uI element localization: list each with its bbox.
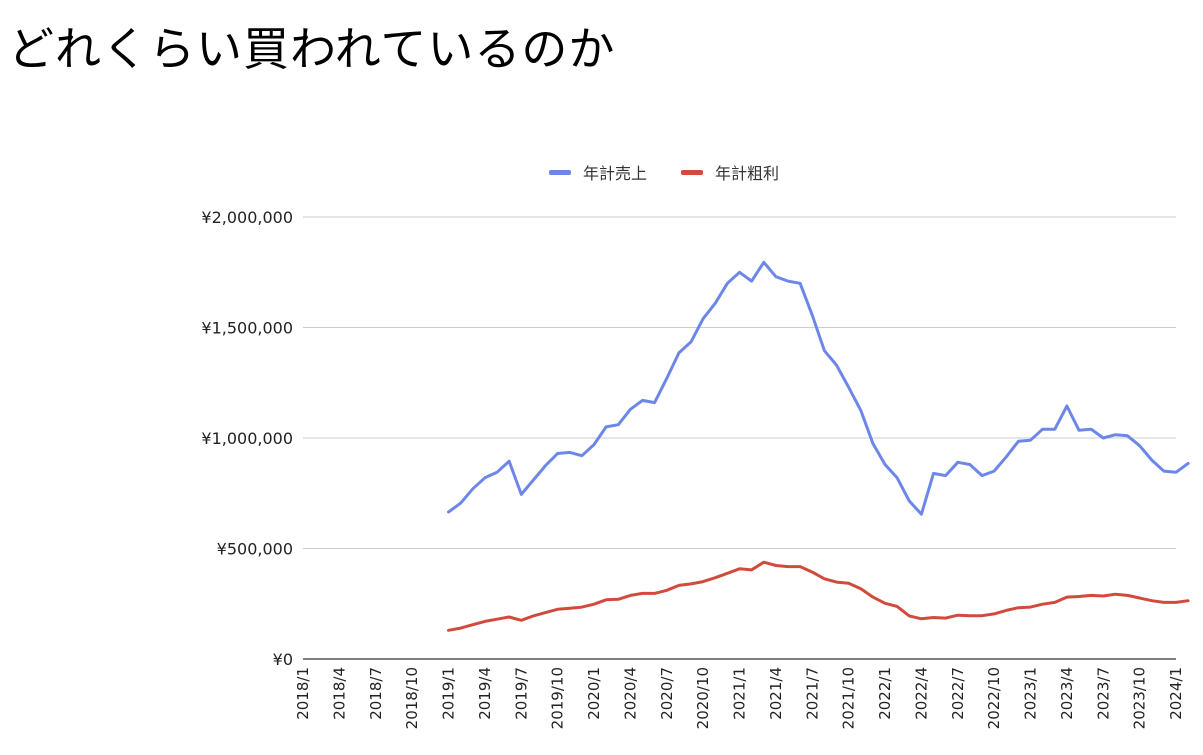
legend-item-gross-profit: 年計粗利	[681, 160, 779, 184]
x-tick-label: 2020/7	[658, 667, 676, 720]
x-tick-label: 2021/4	[767, 667, 785, 720]
x-tick-label: 2022/4	[912, 667, 930, 720]
series-line-sales	[447, 260, 1190, 516]
x-tick-label: 2023/7	[1094, 667, 1112, 720]
x-tick-label: 2020/10	[694, 667, 712, 729]
page-title: どれくらい買われているのか	[8, 22, 616, 76]
x-tick-label: 2021/1	[731, 667, 749, 720]
y-tick-label: ¥500,000	[217, 540, 293, 559]
legend-swatch-gross-profit	[681, 169, 704, 175]
x-tick-label: 2019/7	[512, 667, 530, 720]
x-tick-label: 2020/1	[585, 667, 603, 720]
x-tick-label: 2019/1	[440, 667, 458, 720]
y-tick-label: ¥2,000,000	[201, 208, 293, 227]
legend-swatch-sales	[549, 169, 571, 175]
chart-legend: 年計売上 年計粗利	[549, 160, 813, 184]
x-tick-label: 2023/4	[1058, 667, 1076, 720]
x-tick-label: 2023/1	[1022, 667, 1040, 720]
legend-item-sales: 年計売上	[549, 160, 647, 184]
x-tick-label: 2022/10	[985, 667, 1003, 729]
x-tick-label: 2022/1	[876, 667, 894, 720]
x-tick-label: 2022/7	[949, 667, 967, 720]
legend-label-gross-profit: 年計粗利	[715, 164, 780, 183]
series-line-gross-profit	[447, 560, 1190, 632]
x-tick-label: 2020/4	[621, 667, 639, 720]
x-tick-label: 2019/4	[476, 667, 494, 720]
legend-label-sales: 年計売上	[583, 164, 648, 183]
x-tick-label: 2023/10	[1131, 667, 1149, 729]
x-tick-label: 2024/1	[1167, 667, 1185, 720]
x-tick-label: 2021/10	[840, 667, 858, 729]
x-tick-label: 2018/10	[403, 667, 421, 729]
x-tick-label: 2019/10	[549, 667, 567, 729]
x-tick-label: 2018/1	[294, 667, 312, 720]
y-tick-label: ¥1,500,000	[201, 319, 293, 338]
y-tick-label: ¥1,000,000	[201, 429, 293, 448]
x-tick-label: 2018/7	[367, 667, 385, 720]
y-tick-label: ¥0	[273, 650, 293, 669]
x-tick-label: 2021/7	[803, 667, 821, 720]
x-tick-label: 2018/4	[330, 667, 348, 720]
